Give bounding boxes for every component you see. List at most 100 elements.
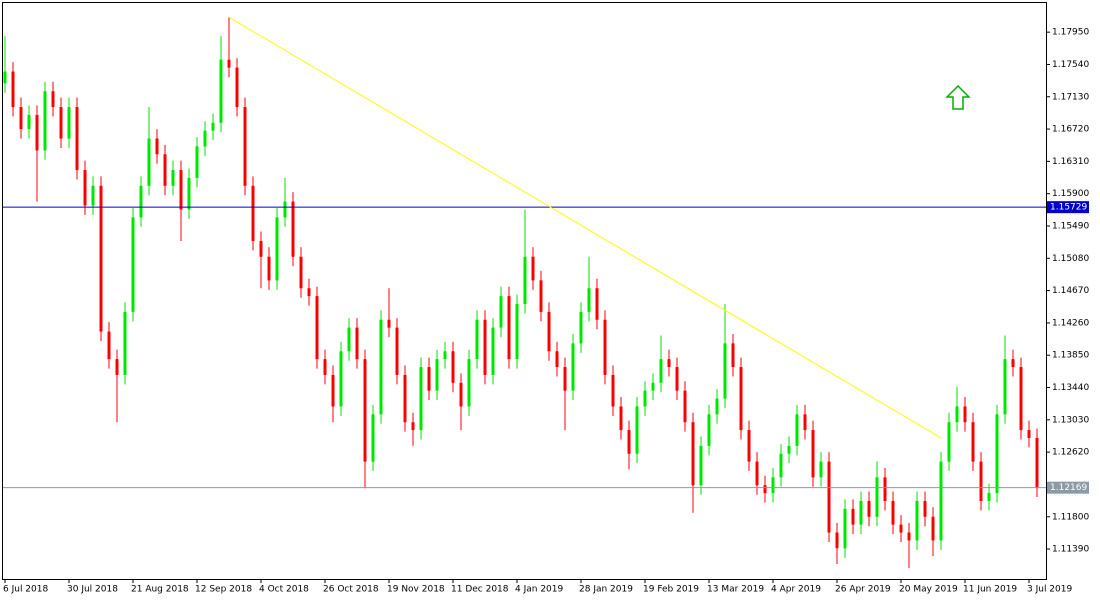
y-tick-label: 1.11800 xyxy=(1052,512,1089,522)
candle-body xyxy=(547,311,551,352)
y-tick-label: 1.16310 xyxy=(1052,157,1089,167)
candle-body xyxy=(219,59,223,123)
candle-body xyxy=(259,240,263,257)
candle-body xyxy=(19,107,23,130)
candle-body xyxy=(211,122,215,131)
candle-body xyxy=(851,508,855,525)
candle-body xyxy=(339,351,343,407)
x-tick-label: 21 Aug 2018 xyxy=(131,585,189,595)
candle-body xyxy=(251,185,255,241)
candle-body xyxy=(755,461,759,486)
y-tick-label: 1.15490 xyxy=(1052,221,1089,231)
candle-body xyxy=(579,311,583,344)
candle-body xyxy=(187,177,191,210)
candle-body xyxy=(27,114,31,130)
x-tick-label: 3 Jul 2019 xyxy=(1027,585,1072,595)
candle-body xyxy=(683,390,687,423)
candle-body xyxy=(371,414,375,462)
x-tick-label: 13 Mar 2019 xyxy=(707,585,764,595)
trend-line xyxy=(228,16,942,439)
candle-body xyxy=(451,351,455,383)
candle-body xyxy=(363,359,367,462)
candle-body xyxy=(139,185,143,218)
x-tick-label: 19 Feb 2019 xyxy=(643,585,699,595)
candle-body xyxy=(803,414,807,431)
candle-body xyxy=(51,91,55,108)
candle-body xyxy=(907,532,911,541)
candle-body xyxy=(11,71,15,108)
candle-body xyxy=(611,374,615,407)
candle-body xyxy=(307,288,311,297)
candle-body xyxy=(827,461,831,533)
candle-body xyxy=(867,500,871,517)
candle-body xyxy=(763,485,767,494)
x-tick-label: 4 Jan 2019 xyxy=(515,585,563,595)
candle-body xyxy=(283,201,287,218)
candle-body xyxy=(291,201,295,257)
candle-body xyxy=(843,508,847,549)
candle-body xyxy=(859,500,863,525)
candle-body xyxy=(3,71,7,84)
price-label: 1.15729 xyxy=(1050,203,1087,213)
candle-body xyxy=(1035,437,1039,488)
candle-body xyxy=(619,406,623,431)
candle-body xyxy=(1011,359,1015,368)
candle-body xyxy=(91,185,95,206)
candle-body xyxy=(883,477,887,501)
candle-body xyxy=(83,170,87,206)
x-tick-label: 19 Nov 2018 xyxy=(387,585,445,595)
price-label: 1.12169 xyxy=(1050,483,1087,493)
candle-body xyxy=(131,217,135,312)
candle-body xyxy=(643,390,647,407)
candle-body xyxy=(243,107,247,186)
x-tick-label: 26 Apr 2019 xyxy=(835,585,891,595)
plot-area xyxy=(3,17,1039,568)
candle-body xyxy=(587,288,591,312)
candle-body xyxy=(123,311,127,375)
candle-body xyxy=(1019,367,1023,431)
candle-body xyxy=(171,170,175,186)
candle-body xyxy=(75,107,79,171)
candle-body xyxy=(811,430,815,478)
x-tick-label: 28 Jan 2019 xyxy=(579,585,633,595)
y-tick-label: 1.13850 xyxy=(1052,351,1089,361)
x-tick-label: 20 May 2019 xyxy=(899,585,958,595)
candle-body xyxy=(707,414,711,446)
candle-body xyxy=(915,500,919,541)
candle-body xyxy=(403,374,407,423)
candle-body xyxy=(67,107,71,139)
candle-body xyxy=(691,422,695,486)
candle-body xyxy=(347,327,351,352)
y-tick-label: 1.15080 xyxy=(1052,254,1089,264)
y-tick-label: 1.14260 xyxy=(1052,318,1089,328)
x-tick-label: 4 Oct 2018 xyxy=(259,585,309,595)
y-tick-label: 1.17950 xyxy=(1052,28,1089,38)
candle-body xyxy=(315,296,319,360)
candle-body xyxy=(987,493,991,501)
candle-body xyxy=(467,359,471,407)
candle-body xyxy=(731,343,735,368)
candle-body xyxy=(531,256,535,281)
candle-body xyxy=(787,445,791,454)
candle-body xyxy=(355,327,359,360)
y-tick-label: 1.14670 xyxy=(1052,286,1089,296)
buy-arrow xyxy=(945,84,971,110)
candle-body xyxy=(99,185,103,332)
candle-body xyxy=(459,382,463,407)
candle-body xyxy=(659,359,663,383)
candle-body xyxy=(379,319,383,415)
x-tick-label: 11 Jun 2019 xyxy=(963,585,1017,595)
candle-body xyxy=(563,367,567,391)
candle-body xyxy=(979,461,983,501)
candle-body xyxy=(195,146,199,178)
candle-body xyxy=(667,359,671,368)
candle-body xyxy=(491,327,495,375)
candle-body xyxy=(723,343,727,399)
candle-body xyxy=(147,138,151,186)
candle-body xyxy=(923,500,927,517)
candle-body xyxy=(35,114,39,151)
candle-body xyxy=(267,256,271,281)
candle-body xyxy=(395,327,399,375)
